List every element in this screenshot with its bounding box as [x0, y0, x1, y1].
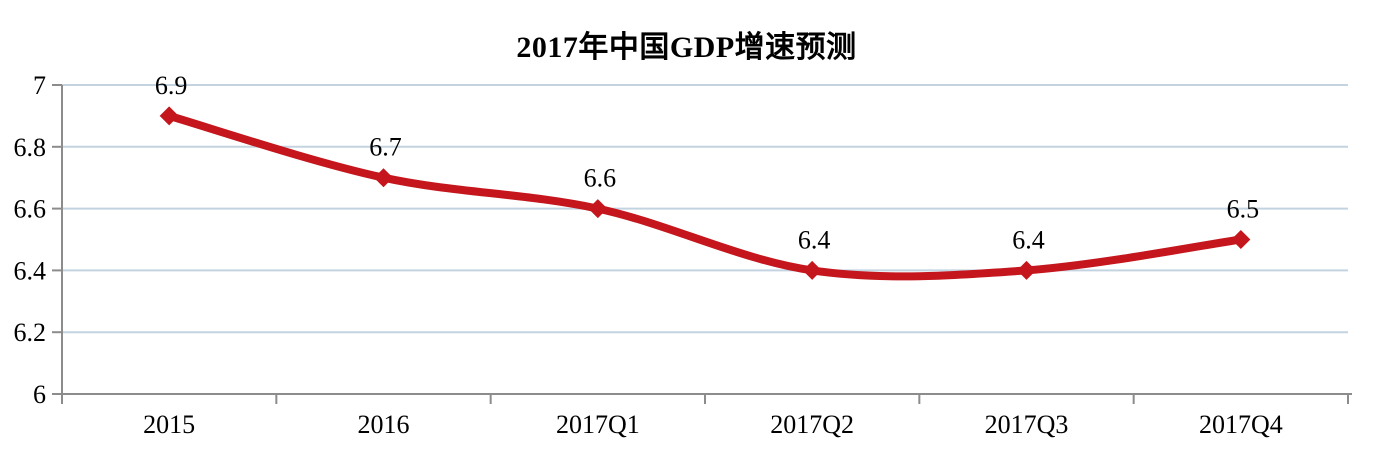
- x-axis-category-label: 2017Q2: [770, 410, 854, 439]
- data-point-label: 6.6: [584, 164, 617, 193]
- chart-title: 2017年中国GDP增速预测: [516, 31, 857, 64]
- data-point-marker: [1231, 230, 1251, 249]
- y-axis-tick-label: 6.2: [14, 318, 47, 347]
- y-axis-tick-label: 6: [33, 380, 46, 409]
- data-point-marker: [802, 260, 822, 280]
- data-point-label: 6.9: [155, 71, 188, 100]
- y-axis-tick-label: 6.6: [14, 195, 47, 224]
- data-point-label: 6.4: [1012, 225, 1045, 254]
- x-axis-category-label: 2015: [143, 410, 195, 439]
- data-point-label: 6.7: [369, 133, 402, 162]
- y-axis-tick-label: 7: [33, 71, 46, 100]
- gdp-line-series: [165, 111, 1245, 281]
- y-axis-tick-label: 6.8: [14, 133, 47, 162]
- data-point-label: 6.5: [1227, 195, 1260, 224]
- data-point-marker: [588, 199, 608, 219]
- x-axis-category-label: 2017Q4: [1199, 410, 1283, 439]
- x-axis-category-label: 2017Q1: [556, 410, 640, 439]
- data-point-marker: [374, 168, 393, 188]
- data-point-label: 6.4: [798, 225, 831, 254]
- x-axis-category-label: 2016: [358, 410, 410, 439]
- data-point-marker: [159, 106, 179, 126]
- y-axis-tick-label: 6.4: [14, 256, 47, 285]
- x-axis-category-label: 2017Q3: [985, 410, 1069, 439]
- data-point-marker: [1017, 260, 1036, 280]
